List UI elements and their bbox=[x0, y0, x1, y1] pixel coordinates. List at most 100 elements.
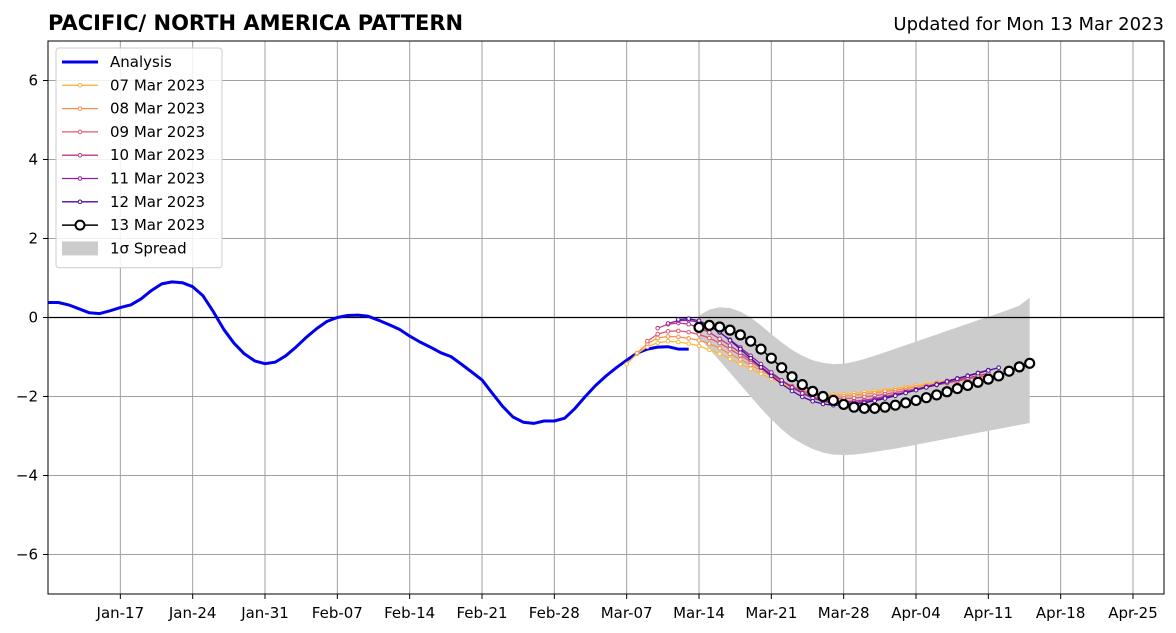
x-tick-label: Apr-11 bbox=[964, 604, 1014, 622]
data-point bbox=[934, 382, 939, 387]
y-tick-label: 6 bbox=[28, 72, 38, 90]
legend-label: Analysis bbox=[110, 53, 172, 71]
data-point bbox=[965, 373, 970, 379]
data-point bbox=[676, 334, 681, 340]
data-point bbox=[707, 335, 712, 341]
data-point bbox=[765, 352, 777, 364]
legend-marker bbox=[77, 106, 83, 111]
data-point bbox=[858, 402, 870, 414]
legend-marker bbox=[74, 219, 86, 231]
data-point bbox=[975, 370, 981, 376]
legend-label: 1σ Spread bbox=[110, 239, 187, 257]
legend-item: Analysis bbox=[62, 53, 172, 71]
legend-marker bbox=[77, 176, 83, 181]
legend-label: 13 Mar 2023 bbox=[110, 216, 205, 234]
legend-label: 07 Mar 2023 bbox=[110, 76, 205, 94]
data-point bbox=[789, 388, 795, 394]
data-point bbox=[738, 361, 743, 367]
series-layer bbox=[48, 280, 1036, 425]
data-point bbox=[624, 361, 629, 367]
legend-item: 10 Mar 2023 bbox=[62, 146, 205, 164]
data-point bbox=[776, 362, 788, 374]
series-analysis bbox=[48, 280, 689, 425]
data-point bbox=[727, 356, 733, 362]
y-tick-label: −2 bbox=[16, 388, 38, 406]
data-point bbox=[727, 343, 733, 348]
data-point bbox=[962, 379, 974, 392]
legend-swatch bbox=[62, 241, 98, 256]
data-point bbox=[727, 338, 733, 343]
x-tick-label: Jan-31 bbox=[240, 604, 289, 622]
data-point bbox=[645, 338, 650, 344]
data-point bbox=[758, 364, 764, 370]
data-point bbox=[807, 385, 819, 397]
legend-item: 09 Mar 2023 bbox=[62, 123, 205, 141]
data-point bbox=[944, 379, 950, 384]
series-forecast bbox=[693, 319, 1036, 414]
data-point bbox=[986, 368, 991, 373]
legend-item: 12 Mar 2023 bbox=[62, 193, 205, 211]
data-point bbox=[955, 376, 960, 382]
data-point bbox=[717, 351, 722, 357]
data-point bbox=[727, 351, 733, 357]
data-point bbox=[734, 329, 746, 341]
legend-item: 1σ Spread bbox=[62, 239, 187, 257]
y-tick-label: −4 bbox=[16, 467, 38, 485]
legend-item: 07 Mar 2023 bbox=[62, 76, 205, 94]
legend-label: 11 Mar 2023 bbox=[110, 170, 205, 188]
x-tick-label: Jan-17 bbox=[96, 604, 145, 622]
data-point bbox=[717, 336, 722, 342]
x-tick-label: Feb-28 bbox=[529, 604, 580, 622]
data-point bbox=[717, 340, 722, 346]
x-tick-label: Mar-21 bbox=[745, 604, 797, 622]
data-point bbox=[900, 397, 912, 409]
ticks: Jan-17 Jan-24 Jan-31 Feb-07 Feb-14 Feb-21 Feb-… bbox=[16, 72, 1158, 623]
data-point bbox=[951, 383, 963, 395]
x-tick-label: Feb-07 bbox=[312, 604, 363, 622]
legend-marker bbox=[77, 152, 83, 158]
data-point bbox=[745, 335, 757, 347]
data-point bbox=[931, 389, 943, 401]
legend-label: 09 Mar 2023 bbox=[110, 123, 205, 141]
data-point bbox=[738, 346, 743, 352]
data-point bbox=[686, 321, 691, 327]
chart-title: PACIFIC/ NORTH AMERICA PATTERN bbox=[48, 11, 463, 35]
data-point bbox=[703, 319, 715, 331]
x-tick-label: Apr-25 bbox=[1108, 604, 1158, 622]
data-point bbox=[707, 330, 712, 335]
updated-label: Updated for Mon 13 Mar 2023 bbox=[893, 14, 1164, 35]
data-point bbox=[910, 394, 922, 407]
data-point bbox=[738, 357, 743, 362]
data-point bbox=[882, 396, 888, 401]
data-point bbox=[655, 325, 660, 331]
data-point bbox=[655, 335, 660, 341]
data-point bbox=[686, 329, 691, 335]
spread-layer bbox=[699, 297, 1030, 455]
data-point bbox=[696, 332, 702, 337]
data-point bbox=[755, 343, 767, 355]
data-point bbox=[696, 338, 702, 343]
data-point bbox=[924, 385, 929, 390]
data-point bbox=[748, 355, 753, 361]
data-point bbox=[686, 341, 691, 346]
data-point bbox=[848, 401, 860, 413]
y-tick-label: 0 bbox=[28, 309, 38, 327]
data-point bbox=[676, 328, 681, 334]
legend: Analysis 07 Mar 2023 08 Mar 2023 09 Mar 202… bbox=[55, 47, 223, 269]
data-point bbox=[982, 373, 994, 385]
data-point bbox=[869, 402, 881, 414]
data-point bbox=[676, 339, 681, 345]
data-point bbox=[872, 398, 877, 404]
data-point bbox=[779, 381, 784, 387]
y-tick-label: −6 bbox=[16, 546, 38, 564]
data-point bbox=[1024, 357, 1036, 369]
data-point bbox=[913, 387, 919, 393]
data-point bbox=[714, 321, 726, 333]
data-point bbox=[665, 334, 671, 339]
data-point bbox=[1013, 361, 1025, 373]
data-point bbox=[796, 379, 808, 391]
data-point bbox=[665, 338, 671, 344]
legend-label: 12 Mar 2023 bbox=[110, 193, 205, 211]
data-point bbox=[996, 365, 1001, 370]
x-tick-label: Apr-04 bbox=[891, 604, 941, 622]
